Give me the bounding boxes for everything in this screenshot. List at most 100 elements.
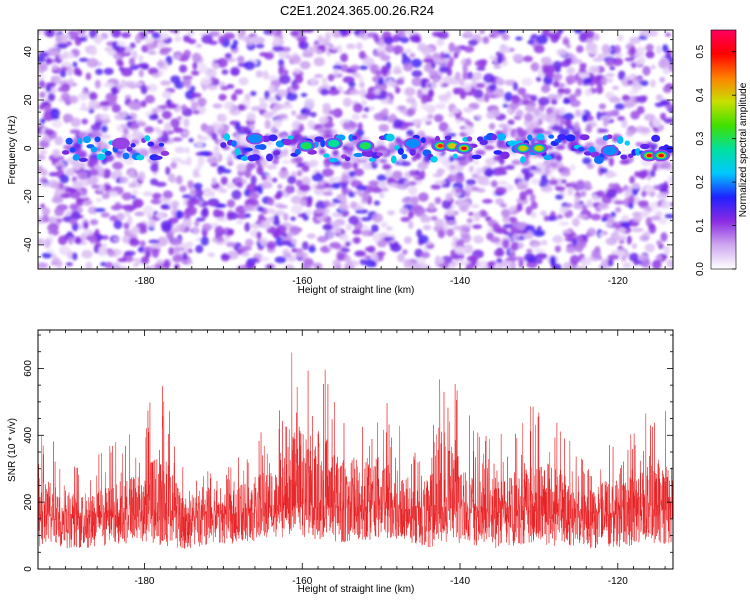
spectrogram-cell: [294, 156, 304, 163]
spectrogram-cell: [266, 240, 277, 250]
x-tick-label: -140: [450, 576, 470, 587]
spectrogram-cell: [161, 223, 172, 233]
spectrogram-cell: [157, 59, 166, 70]
spectrogram-cell: [493, 64, 502, 69]
spectrogram-cell: [381, 187, 389, 192]
spectrogram-cell: [315, 172, 321, 177]
spectrogram-cell: [359, 65, 369, 71]
spectrogram-cell: [124, 80, 136, 88]
spectrogram-cell: [274, 193, 282, 200]
spectrogram-cell: [87, 175, 99, 186]
spectrogram-cell: [218, 35, 225, 45]
spectrogram-cell: [131, 50, 138, 60]
spectrogram-cell: [620, 118, 628, 129]
spectrogram-cell: [291, 247, 298, 253]
spectrogram-cell: [273, 219, 281, 226]
spectrogram-cell: [502, 103, 509, 108]
spectrogram-cell: [613, 44, 621, 54]
spectrogram-cell: [532, 229, 545, 237]
x-tick-label: -160: [292, 276, 312, 287]
spectrogram-cell: [47, 230, 60, 235]
spectrogram-cell: [445, 210, 455, 217]
spectrogram-cell: [468, 211, 474, 217]
spectrogram-cell: [650, 79, 656, 88]
spectrogram-cell: [332, 149, 339, 157]
spectrogram-cell: [38, 79, 46, 89]
spectrogram-cell: [473, 159, 480, 166]
spectrogram-cell: [576, 179, 585, 186]
spectrogram-cell: [148, 219, 157, 228]
spectrogram-cell: [244, 189, 251, 197]
spectrogram-cell: [451, 174, 458, 180]
spectrogram-cell: [404, 48, 412, 54]
spectrogram-cell: [378, 180, 388, 188]
spectrogram-band-cell: [223, 133, 231, 141]
spectrogram-cell: [137, 171, 146, 182]
spectrogram-cell: [635, 142, 642, 147]
spectrogram-cell: [427, 89, 434, 98]
spectrogram-cell: [142, 205, 154, 216]
spectrogram-cell: [597, 203, 610, 210]
spectrogram-cell: [468, 39, 479, 46]
spectrogram-cell: [128, 182, 137, 189]
spectrogram-cell: [197, 63, 208, 74]
spectrogram-cell: [226, 155, 233, 164]
spectrogram-cell: [650, 215, 662, 221]
spectrogram-cell: [562, 38, 570, 46]
spectrogram-cell: [664, 104, 673, 110]
spectrogram-cell: [69, 203, 79, 210]
spectrogram-cell: [322, 129, 333, 135]
colorbar: 0.0 0.1 0.2 0.3 0.4 0.5 Normalized spectral a…: [695, 29, 749, 276]
spectrogram-cell: [160, 133, 170, 144]
spectrogram-cell: [331, 182, 341, 189]
spectrogram-cell: [632, 182, 640, 190]
spectrogram-cell: [472, 224, 483, 230]
spectrogram-cell: [299, 198, 308, 207]
spectrogram-cell: [661, 44, 669, 53]
spectrogram-cell: [511, 159, 522, 166]
spectrogram-cell: [144, 36, 155, 44]
spectrogram-cell: [343, 262, 355, 269]
spectrogram-cell: [266, 164, 278, 170]
spectrogram-cell: [179, 186, 185, 192]
spectrogram-cell: [436, 257, 445, 264]
spectrogram-cell: [495, 186, 507, 195]
spectrogram-cell: [482, 198, 493, 204]
spectrogram-cell: [566, 78, 573, 86]
spectrogram-cell: [81, 249, 93, 259]
spectrogram-cell: [111, 104, 122, 113]
spectrogram-cell: [144, 94, 156, 104]
spectrogram-cell: [401, 52, 407, 60]
spectrogram-cell: [59, 174, 69, 184]
spectrogram-cell: [370, 64, 377, 75]
spectrogram-cell: [191, 52, 202, 63]
spectrogram-cell: [448, 56, 455, 65]
spectrogram-cell: [151, 192, 162, 200]
spectrogram-cell: [563, 99, 572, 104]
spectrogram-cell: [421, 93, 431, 103]
spectrogram-cell: [297, 162, 304, 168]
spectrogram-cell: [626, 235, 632, 245]
spectrogram-cell: [94, 79, 101, 89]
spectrogram-band-cell: [640, 143, 650, 150]
spectrogram-cell: [512, 233, 521, 240]
spectrogram-cell: [607, 216, 615, 224]
spectrogram-cell: [78, 57, 89, 63]
snr-x-ticks: -180 -160 -140 -120: [49, 330, 666, 587]
spectrogram-cell: [656, 240, 663, 246]
spectrogram-cell: [45, 57, 53, 65]
spectrogram-cell: [576, 214, 589, 219]
spectrogram-cell: [372, 233, 382, 242]
spectrogram-cell: [582, 113, 588, 123]
spectrogram-cell: [142, 191, 153, 197]
spectrogram-cell: [359, 259, 367, 266]
spectrogram-band-cell: [282, 138, 292, 146]
spectrogram-cell: [379, 192, 385, 199]
spectrogram-cell: [535, 76, 542, 82]
spectrogram-cell: [307, 46, 314, 57]
spectrogram-cell: [621, 94, 631, 102]
spectrogram-cell: [47, 92, 56, 102]
spectrogram-cell: [70, 117, 81, 128]
colorbar-tick-label: 0.3: [695, 131, 706, 145]
spectrogram-cell: [331, 212, 343, 218]
